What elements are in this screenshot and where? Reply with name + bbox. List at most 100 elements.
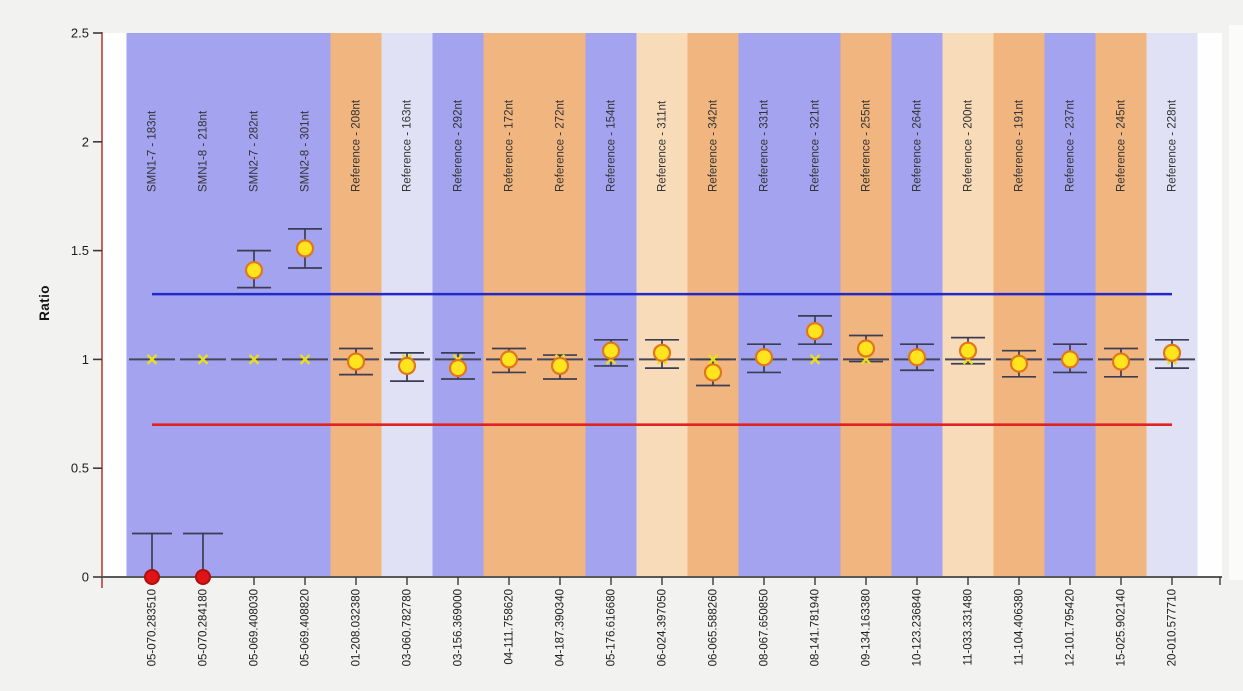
probe-series (996, 349, 1042, 378)
probe-band-label: Reference - 154nt (606, 99, 618, 192)
x-tick-label: 04-187.390340 (555, 589, 567, 666)
y-tick-label: 1 (82, 352, 89, 367)
probe-series (435, 352, 481, 380)
probe-band-label: SMN1-8 - 218nt (198, 110, 210, 192)
probe-band (1095, 33, 1147, 577)
probe-series (231, 249, 277, 365)
probe-band-label: Reference - 208nt (351, 99, 363, 192)
probe-band-label: Reference - 331nt (759, 99, 771, 192)
reference-x-marker (809, 354, 821, 365)
probe-series (129, 354, 175, 585)
probe-band-label: Reference - 264nt (912, 99, 924, 192)
probe-band-label: Reference - 342nt (708, 99, 720, 192)
x-tick-label: 04-111.758620 (504, 589, 516, 665)
probe-band-label: Reference - 311nt (657, 100, 669, 192)
x-tick-label: 20-010.577710 (1167, 589, 1179, 666)
x-tick-label: 06-065.588260 (708, 589, 720, 666)
reference-x-marker (707, 354, 719, 365)
probe-series (894, 343, 940, 372)
data-point (958, 341, 978, 360)
x-tick-label: 10-123.236840 (912, 589, 924, 666)
probe-series (1047, 343, 1093, 374)
x-tick-label: 09-134.163380 (861, 589, 873, 666)
probe-band (534, 33, 586, 577)
x-tick-label: 06-024.397050 (657, 589, 669, 666)
x-tick-label: 03-060.782780 (402, 589, 414, 666)
y-tick-label: 1.5 (71, 243, 89, 258)
probe-band-label: Reference - 321nt (810, 99, 822, 192)
probe-band (585, 33, 637, 577)
data-point (346, 352, 366, 371)
probe-band (789, 33, 841, 577)
probe-band-label: Reference - 200nt (963, 99, 975, 192)
data-point (1060, 350, 1080, 369)
probe-band (636, 33, 688, 577)
y-tick-label: 2 (82, 134, 89, 149)
probe-band (330, 33, 382, 577)
reference-x-marker (146, 354, 158, 365)
probe-series (1149, 338, 1195, 369)
probe-series (741, 343, 787, 374)
data-point (448, 359, 468, 378)
data-point (499, 350, 519, 369)
x-tick-label: 08-141.781940 (810, 589, 822, 666)
probe-series (639, 338, 685, 369)
data-point-absent (195, 569, 211, 585)
probe-band (228, 33, 280, 577)
x-tick-label: 15-025.902140 (1116, 589, 1128, 666)
data-point (295, 239, 315, 258)
probe-series (690, 354, 736, 387)
data-point (397, 356, 417, 376)
reference-x-marker (197, 354, 209, 365)
y-axis-title: Ratio (37, 285, 52, 321)
probe-band (738, 33, 790, 577)
probe-band-label: Reference - 272nt (555, 99, 567, 192)
probe-series (1098, 347, 1144, 378)
x-tick-label: 11-033.331480 (963, 589, 975, 666)
data-point (703, 363, 723, 382)
data-point (1009, 354, 1029, 373)
page-edge-highlight (1229, 25, 1243, 580)
probe-band (126, 33, 178, 577)
reference-x-marker (299, 354, 311, 365)
probe-band-label: Reference - 255nt (861, 99, 873, 192)
x-tick-label: 12-101.795420 (1065, 589, 1077, 666)
probe-band-label: Reference - 292nt (453, 99, 465, 192)
data-point (652, 343, 672, 362)
probe-band-label: Reference - 245nt (1116, 99, 1128, 192)
data-point (1111, 352, 1131, 371)
y-tick-label: 0.5 (71, 461, 89, 476)
probe-series (792, 315, 838, 365)
y-tick-label: 2.5 (71, 26, 89, 41)
x-tick-label: 05-069.408820 (300, 589, 312, 666)
probe-band (1146, 33, 1198, 577)
y-tick-label: 0 (82, 570, 89, 585)
probe-band-label: Reference - 237nt (1065, 99, 1077, 192)
probe-band (891, 33, 943, 577)
probe-band-label: Reference - 191nt (1014, 99, 1026, 192)
x-tick-label: 05-070.284180 (198, 589, 210, 666)
data-point (1162, 343, 1182, 362)
probe-series (333, 347, 379, 376)
probe-band-label: Reference - 228nt (1167, 99, 1179, 192)
probe-band (993, 33, 1045, 577)
x-tick-label: 08-067.650850 (759, 589, 771, 666)
data-point (754, 348, 774, 367)
probe-band-label: SMN1-7 - 183nt (147, 110, 159, 192)
x-tick-label: 05-069.408030 (249, 589, 261, 666)
probe-series (180, 354, 226, 585)
x-tick-label: 05-176.616680 (606, 589, 618, 666)
probe-series (588, 338, 634, 367)
probe-band (177, 33, 229, 577)
probe-series (945, 336, 991, 365)
probe-band (483, 33, 535, 577)
x-tick-label: 05-070.283510 (147, 589, 159, 666)
probe-band-label: SMN2-8 - 301nt (300, 110, 312, 192)
data-point (601, 341, 621, 360)
probe-series (384, 352, 430, 383)
probe-band-label: SMN2-7 - 282nt (249, 110, 261, 192)
x-tick-label: 03-156.369000 (453, 589, 465, 666)
probe-series (537, 354, 583, 380)
